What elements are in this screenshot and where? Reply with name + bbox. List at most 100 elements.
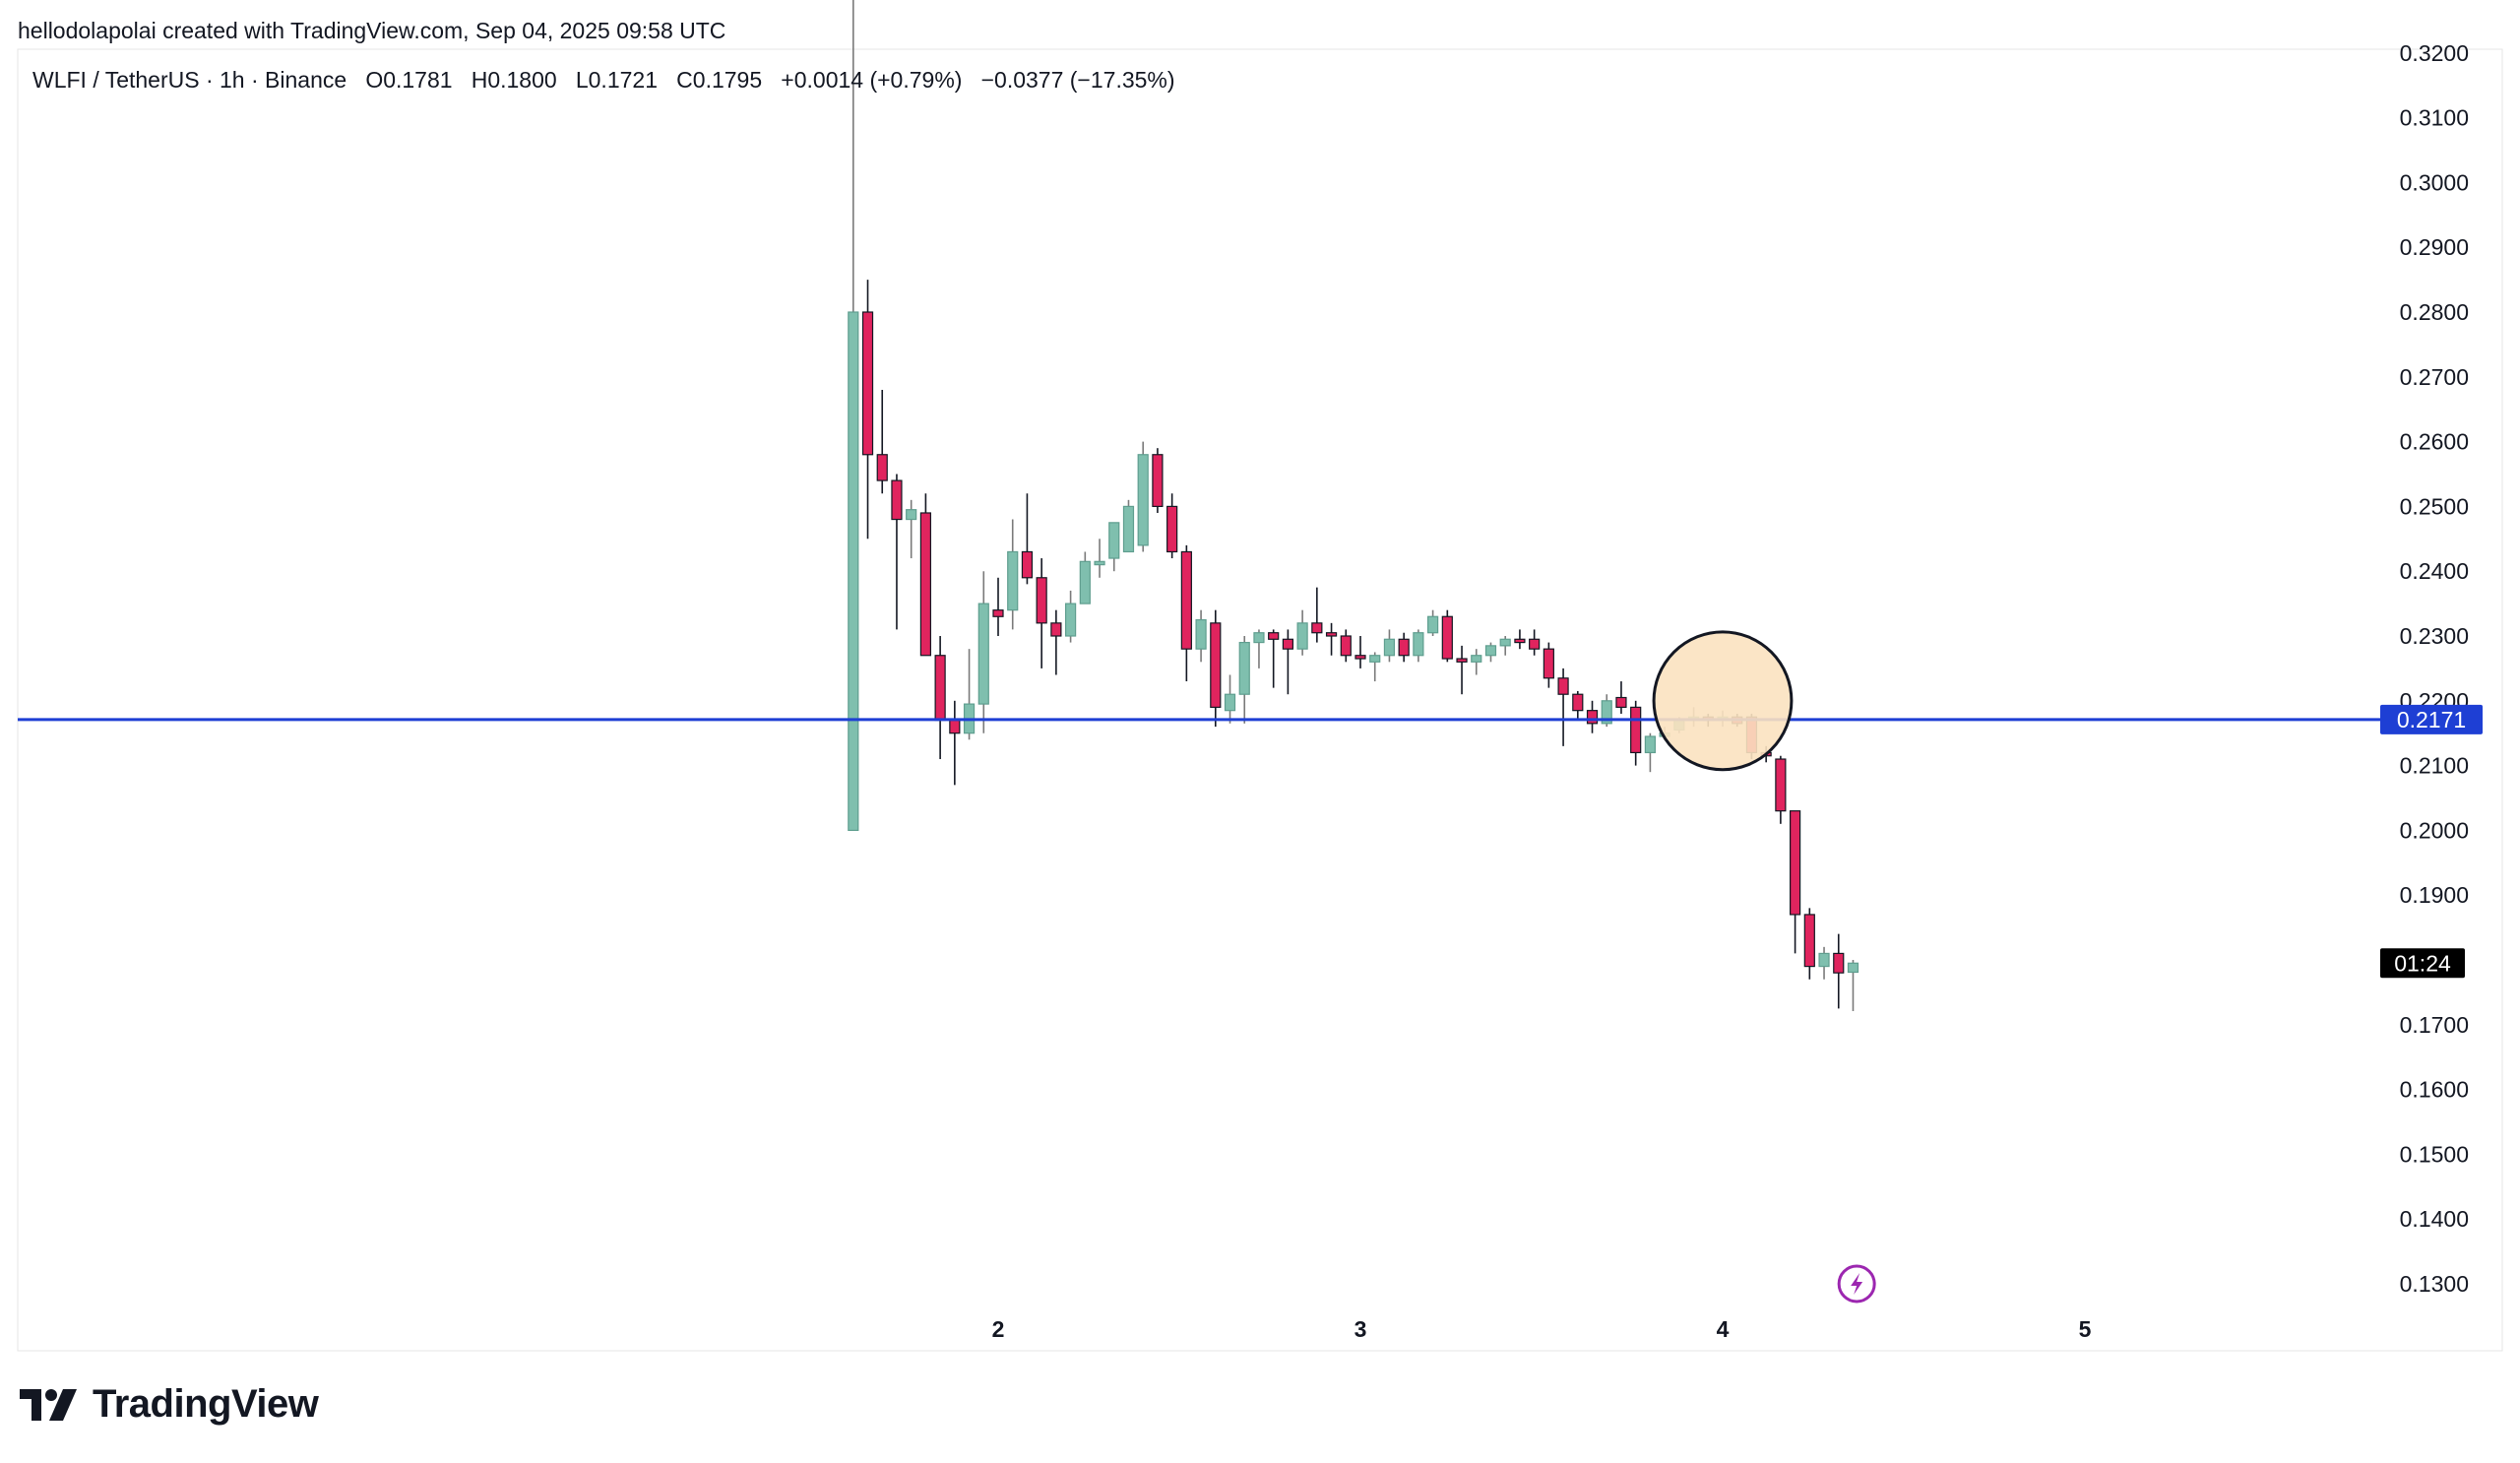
candle [1354,636,1366,668]
time-tick-label: 2 [992,1316,1005,1342]
candle-body-up [1818,952,1830,968]
candle-body-down [1036,577,1047,624]
candle-body-down [1152,454,1164,508]
flash-icon[interactable] [1837,1264,1876,1304]
candle-body-down [876,454,888,481]
candle [949,700,961,786]
candle [1441,609,1453,663]
candle-body-up [906,509,917,521]
chart-frame [17,48,2503,1352]
time-axis[interactable]: 2 3 4 5 [992,1316,2092,1342]
countdown-label: 01:24 [2394,950,2451,976]
candle-body-up [1413,632,1424,657]
candle [1529,629,1541,656]
price-axis[interactable]: 0.3200 0.3100 0.3000 0.2900 0.2800 0.2700 0.26… [2400,40,2469,1297]
candle-body-down [1441,615,1453,660]
candle-body-down [1210,622,1222,708]
candle [1050,609,1062,675]
candle-body-down [891,479,903,521]
candle-body-down [1325,632,1338,637]
candle-body-up [1094,560,1105,566]
candle-body-up [1296,622,1308,650]
candle [1586,700,1599,733]
price-tick-label: 0.2300 [2400,623,2469,649]
candle-body-up [1238,641,1250,695]
candle [1369,652,1381,682]
candle [1152,448,1164,513]
candle-body-down [949,719,961,734]
candle-body-up [1007,550,1019,611]
candle-body-down [1050,622,1062,637]
candle [919,493,932,657]
candle [1644,732,1657,773]
price-tick-label: 0.1600 [2400,1077,2469,1103]
candle-body-down [1398,638,1410,657]
candle-body-up [848,311,859,832]
candle [1064,590,1077,643]
candle [1036,558,1047,668]
price-tick-label: 0.2900 [2400,234,2469,260]
candle [1122,499,1135,553]
countdown-box [2380,948,2465,979]
candle [1426,609,1439,636]
candle [1108,522,1120,572]
tradingview-brand[interactable]: TradingView [20,1382,319,1427]
chart-attribution: hellodolapolai created with TradingView.… [18,18,726,43]
candle [1210,609,1222,728]
candle [1007,519,1019,630]
candle [1789,810,1801,954]
candle [1572,690,1584,721]
candle-body-up [1644,735,1657,754]
candle [992,577,1004,636]
candle-body-up [1064,603,1077,637]
highlight-circle [1652,630,1794,772]
candle-body-up [977,603,989,705]
candle-body-up [1122,505,1135,553]
candle-body-down [1166,505,1178,553]
bar-countdown-tag: 01:24 [2380,948,2465,979]
candle-body-down [1180,550,1192,650]
candle-body-up [1847,962,1859,974]
candle-body-up [1253,632,1265,644]
price-tick-label: 0.1300 [2400,1271,2469,1297]
candle-body-up [1137,454,1149,546]
candle [934,636,946,760]
price-tick-label: 0.2800 [2400,299,2469,325]
candle [1311,587,1323,643]
candle-body-down [1775,758,1787,812]
candle [1325,622,1338,656]
candle-body-up [1471,655,1482,663]
price-tick-label: 0.1500 [2400,1141,2469,1167]
candle [963,649,976,740]
symbol-legend: WLFI / TetherUS · 1h · Binance O0.1781 H… [32,67,1175,93]
candle-body-up [1108,522,1120,559]
candle-body-down [1021,550,1034,579]
candle-body-down [1354,655,1366,660]
candle-body-down [861,311,874,456]
candle-body-down [1268,632,1280,640]
candle [1803,908,1815,980]
horizontal-line-price-tag: 0.2171 [2380,704,2483,734]
price-tag-box [2380,704,2483,734]
candle [876,389,888,494]
candle-body-up [1195,618,1207,650]
candle-body-down [1456,658,1468,663]
candle-body-down [1340,635,1352,657]
time-tick-label: 5 [2079,1316,2092,1342]
candle [1094,539,1105,578]
candle [1601,694,1612,728]
candle [1818,946,1830,980]
candle-body-up [1383,638,1396,657]
candle-body-up [1369,655,1381,663]
candle-body-down [1803,914,1815,968]
candle [1484,642,1497,663]
candle-body-up [1426,615,1439,634]
candle [1137,441,1149,552]
candle [1253,629,1265,668]
candle [1383,629,1396,663]
brand-name: TradingView [93,1382,319,1426]
candle-body-down [1311,622,1323,634]
candle-body-down [1529,638,1541,650]
candle [1224,674,1236,724]
